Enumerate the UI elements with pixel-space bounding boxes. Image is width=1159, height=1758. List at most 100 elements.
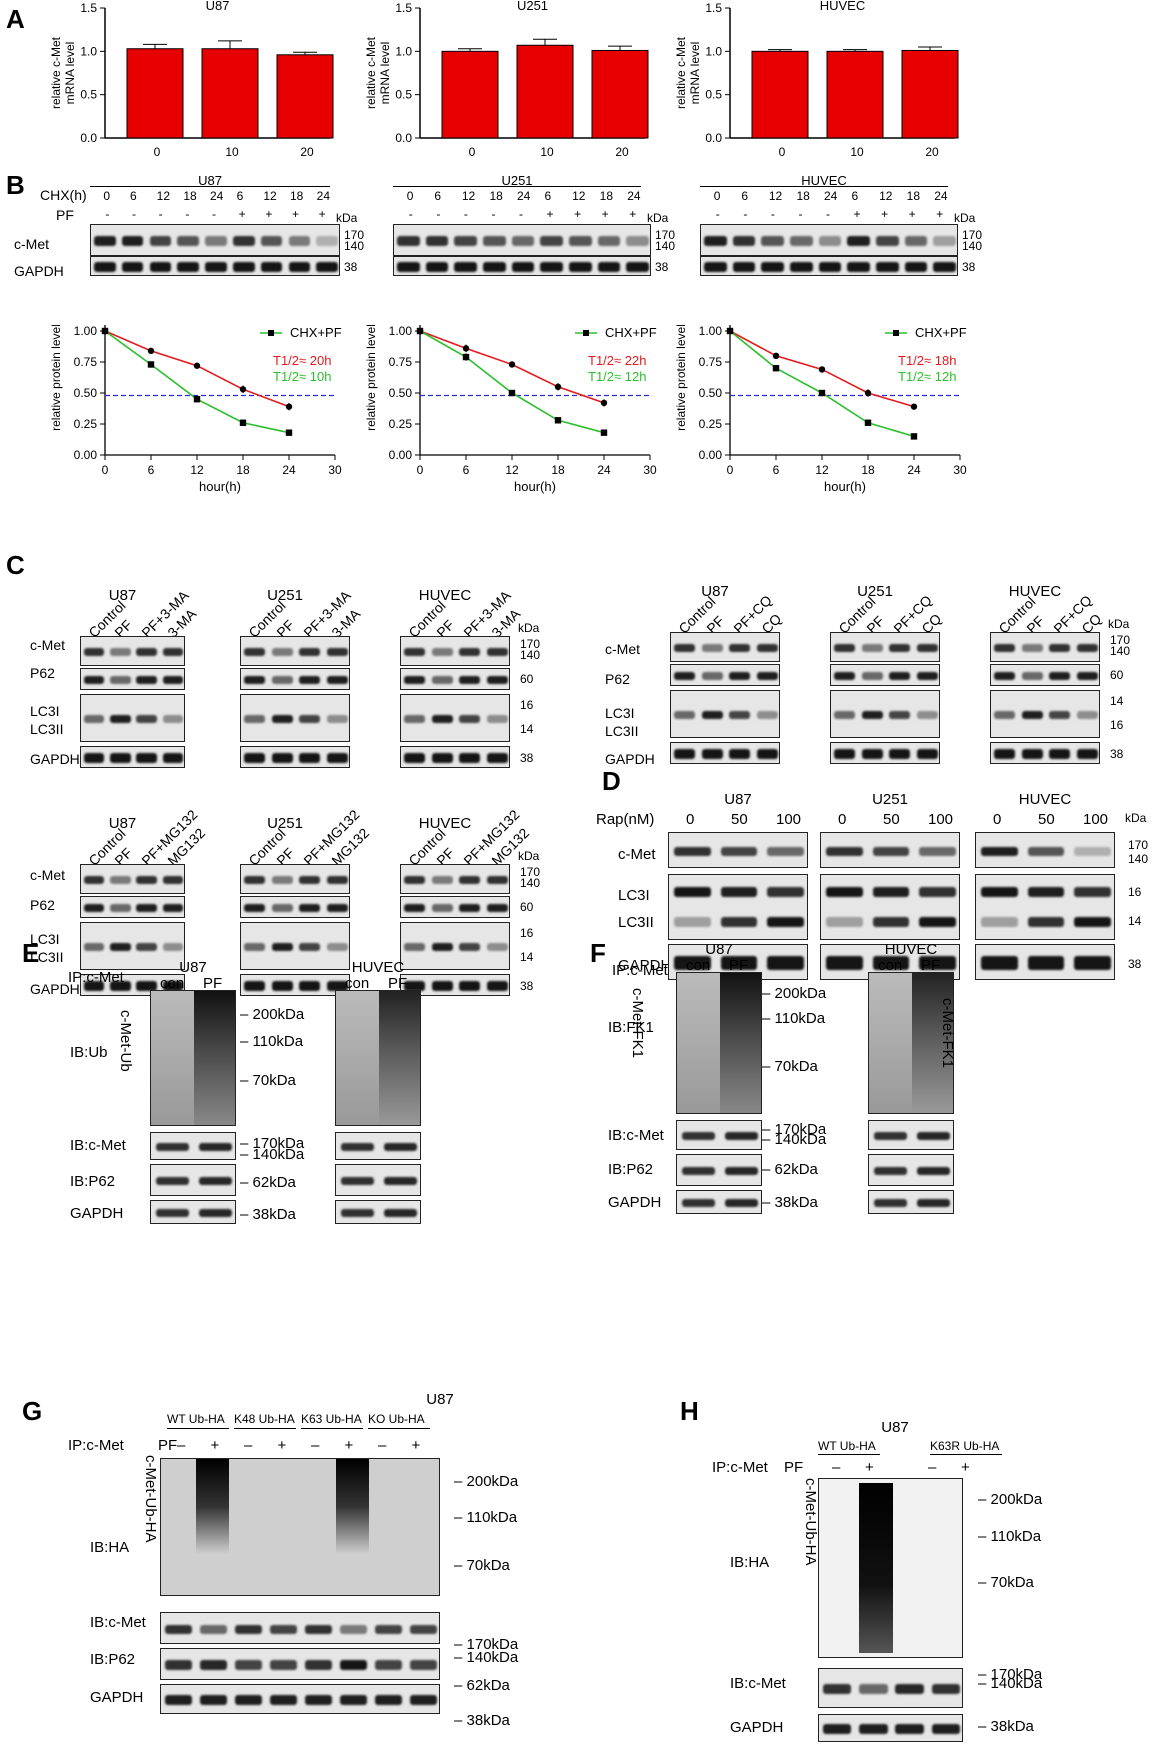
- blot-small: [868, 1190, 954, 1214]
- row-label-gapdh: GAPDH: [14, 263, 64, 279]
- mw-label: 16: [520, 926, 534, 940]
- blot-band: [790, 236, 813, 246]
- pf-value: -: [185, 207, 190, 221]
- blot-band: [834, 644, 856, 652]
- cell-title: U87: [108, 587, 137, 604]
- blot-gapdh: [393, 256, 651, 276]
- blot-band: [269, 1660, 298, 1670]
- x-tick-label: 12: [190, 463, 204, 477]
- mw-label: 14: [1128, 914, 1142, 928]
- blot-band: [701, 672, 723, 680]
- pf-label: PF: [158, 1437, 178, 1454]
- blot-band: [454, 236, 477, 246]
- blot-band: [822, 1684, 852, 1694]
- blot-band: [454, 262, 477, 272]
- lane-label: con: [686, 957, 711, 974]
- blot-band: [431, 715, 453, 723]
- blot-lc3: [80, 694, 185, 742]
- blot-band: [83, 943, 105, 951]
- bar-20: [901, 49, 959, 139]
- blot-band: [404, 715, 426, 723]
- row-label: LC3I: [605, 705, 635, 721]
- blot-band: [483, 236, 506, 246]
- blot-band: [674, 749, 696, 759]
- blot-band: [83, 904, 105, 912]
- blot-band: [136, 715, 157, 723]
- blot-band: [818, 262, 842, 272]
- blot-band: [1074, 846, 1111, 856]
- blot-band: [326, 904, 348, 912]
- blot-band: [861, 672, 883, 680]
- pf-value: -: [743, 207, 748, 221]
- blot-band: [834, 672, 856, 680]
- blot-cmet: [80, 636, 185, 666]
- sign: –: [177, 1437, 186, 1454]
- blot-band: [269, 1624, 298, 1634]
- ip-label: IP:c-Met: [712, 1459, 768, 1476]
- blot-band: [164, 1660, 193, 1670]
- blot-band: [162, 648, 184, 656]
- blot-band: [94, 262, 116, 272]
- blot-band: [889, 749, 911, 759]
- lane-label: con: [345, 975, 370, 992]
- point-CHX: [818, 366, 826, 373]
- pf-value: -: [826, 207, 830, 221]
- ib-row-label: IB:HA: [90, 1539, 130, 1556]
- point-CHX: [147, 347, 155, 355]
- row-label: P62: [30, 665, 55, 681]
- y-axis-label: relative protein level: [49, 325, 63, 431]
- dose-value: 0: [686, 811, 695, 828]
- blot-band: [339, 1624, 368, 1634]
- blot-band: [861, 749, 883, 759]
- blot-band: [919, 846, 956, 856]
- point-CHX+PF: [818, 389, 826, 397]
- blot-band: [299, 676, 321, 684]
- blot-band: [271, 676, 293, 684]
- blot-band: [244, 648, 266, 656]
- blot-band: [244, 904, 266, 912]
- blot-band: [404, 876, 426, 884]
- blot-band: [244, 876, 266, 884]
- bar-10: [826, 50, 884, 139]
- blot-band: [110, 715, 131, 723]
- blot-band: [404, 904, 426, 912]
- blot-band: [826, 956, 863, 970]
- group-label: WT Ub-HA: [167, 1412, 225, 1426]
- blot-band: [756, 644, 778, 652]
- blot-small: [676, 1190, 762, 1214]
- blot-band: [729, 644, 751, 652]
- chx-value: 24: [824, 189, 838, 203]
- x-tick-label: 30: [643, 463, 657, 477]
- mw-label: 170: [655, 228, 676, 242]
- chx-value: 6: [434, 189, 442, 203]
- blot-band: [234, 1660, 263, 1670]
- x-tick-label: 0: [727, 463, 734, 477]
- blot-band: [981, 917, 1018, 927]
- y-tick-label: 0.5: [80, 88, 97, 102]
- blot-band: [674, 917, 711, 927]
- blot-lc3: [240, 694, 350, 742]
- title-underline: [393, 186, 641, 187]
- blot-band: [304, 1624, 333, 1634]
- point-CHX: [600, 399, 608, 407]
- blot-band: [981, 887, 1018, 897]
- blot-band: [994, 711, 1016, 719]
- blot-band: [260, 262, 283, 272]
- pf-value: +: [292, 207, 300, 221]
- blot-band: [895, 1684, 924, 1694]
- blot-band: [205, 236, 227, 246]
- blot-band: [326, 715, 348, 723]
- blot-band: [409, 1660, 438, 1670]
- chx-value: 0: [406, 189, 414, 203]
- blot-band: [459, 715, 481, 723]
- x-tick-label: 0: [469, 145, 476, 159]
- blot-band: [431, 981, 453, 991]
- blot-band: [1021, 711, 1043, 719]
- mw-label: – 140kDa: [978, 1675, 1043, 1692]
- blot-lc3: [975, 874, 1115, 940]
- blot-band: [701, 644, 723, 652]
- smear-lane: [869, 973, 912, 1113]
- blot-gapdh: [670, 742, 780, 764]
- blot-cmet: [820, 832, 960, 868]
- smear-lane: [720, 973, 761, 1113]
